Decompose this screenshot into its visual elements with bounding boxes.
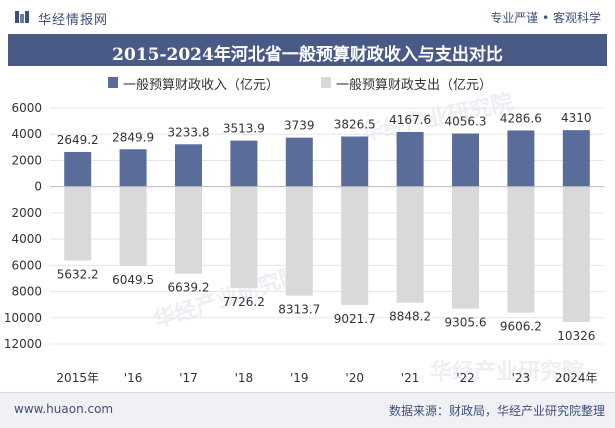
- y-tick-label: 10000: [4, 311, 42, 325]
- income-bar: [562, 130, 590, 187]
- watermark: 华经产业研究院: [430, 360, 585, 385]
- expenditure-bar: [562, 186, 590, 323]
- expenditure-data-label: 6639.2: [168, 281, 210, 295]
- chart-legend: 一般预算财政收入（亿元） 一般预算财政支出（亿元）: [0, 73, 615, 93]
- y-tick-label: 6000: [11, 101, 42, 115]
- income-data-label: 3826.5: [334, 117, 376, 131]
- income-bar: [64, 151, 92, 187]
- y-tick-label: 0: [34, 180, 42, 194]
- y-tick-label: 2000: [11, 206, 42, 220]
- income-bar: [285, 137, 313, 187]
- y-tick-label: 2000: [11, 153, 42, 167]
- expenditure-data-label: 8313.7: [278, 303, 320, 317]
- expenditure-data-label: 8848.2: [389, 310, 431, 324]
- x-tick-label: 2024年: [555, 371, 598, 385]
- y-tick-label: 8000: [11, 285, 42, 299]
- expenditure-bar: [452, 186, 479, 309]
- income-data-label: 2849.9: [112, 130, 154, 144]
- expenditure-data-label: 10326: [557, 329, 595, 343]
- expenditure-bar: [64, 186, 92, 261]
- x-tick-label: '19: [290, 371, 309, 385]
- x-tick-label: '22: [456, 371, 475, 385]
- income-data-label: 3739: [284, 119, 315, 133]
- legend-swatch-expenditure: [321, 77, 331, 88]
- income-data-label: 4167.6: [389, 113, 431, 127]
- income-bar: [452, 133, 479, 187]
- data-source: 数据来源：财政局，华经产业研究院整理: [388, 404, 605, 418]
- tagline: 专业严谨 • 客观科学: [490, 11, 601, 25]
- income-data-label: 2649.2: [57, 133, 99, 147]
- y-tick-label: 12000: [4, 337, 42, 351]
- x-tick-label: '23: [512, 371, 531, 385]
- income-data-label: 4310: [561, 111, 592, 125]
- expenditure-data-label: 9021.7: [334, 312, 376, 326]
- x-tick-label: '21: [401, 371, 420, 385]
- x-tick-label: '18: [235, 371, 254, 385]
- y-tick-label: 6000: [11, 258, 42, 272]
- legend-swatch-income: [108, 77, 118, 88]
- expenditure-bar: [396, 186, 424, 303]
- x-tick-label: '16: [124, 371, 143, 385]
- bar-chart: 6000 4000 2000 0 2000 4000 6000 8000 10000 12000 2…: [4, 101, 604, 385]
- website-link[interactable]: www.huaon.com: [14, 402, 114, 416]
- expenditure-data-label: 7726.2: [223, 295, 265, 309]
- brand-name: 华经情报网: [38, 13, 109, 28]
- income-bar: [230, 140, 258, 187]
- y-tick-label: 4000: [11, 127, 42, 141]
- y-tick-label: 4000: [11, 232, 42, 246]
- expenditure-bar: [175, 186, 202, 274]
- legend-label-expenditure: 一般预算财政支出（亿元）: [336, 78, 493, 93]
- expenditure-data-label: 6049.5: [112, 273, 154, 287]
- income-data-label: 3233.8: [168, 125, 210, 139]
- expenditure-bar: [230, 186, 258, 288]
- footer: www.huaon.com 数据来源：财政局，华经产业研究院整理: [0, 392, 615, 428]
- expenditure-bar: [119, 186, 147, 266]
- income-bar: [396, 132, 424, 187]
- expenditure-data-label: 9305.6: [445, 316, 487, 330]
- income-data-label: 4286.6: [500, 111, 542, 125]
- title-bar: 2015-2024年河北省一般预算财政收入与支出对比: [8, 34, 607, 66]
- expenditure-bar: [285, 186, 313, 296]
- income-bar: [119, 149, 147, 187]
- x-tick-label: '20: [345, 371, 364, 385]
- chart-title: 2015-2024年河北省一般预算财政收入与支出对比: [112, 45, 503, 65]
- expenditure-data-label: 9606.2: [500, 320, 542, 334]
- huajing-logo-icon: [15, 11, 29, 23]
- income-data-label: 4056.3: [445, 114, 487, 128]
- x-tick-label: '17: [179, 371, 198, 385]
- top-bar: 华经情报网 专业严谨 • 客观科学: [0, 0, 615, 34]
- expenditure-bar: [507, 186, 535, 313]
- legend-label-income: 一般预算财政收入（亿元）: [123, 78, 280, 93]
- income-bar: [175, 144, 202, 187]
- expenditure-data-label: 5632.2: [57, 268, 99, 282]
- income-bar: [341, 136, 369, 187]
- expenditure-bar: [341, 186, 369, 305]
- income-bar: [507, 130, 535, 187]
- income-data-label: 3513.9: [223, 122, 265, 136]
- x-tick-label: 2015年: [56, 371, 99, 385]
